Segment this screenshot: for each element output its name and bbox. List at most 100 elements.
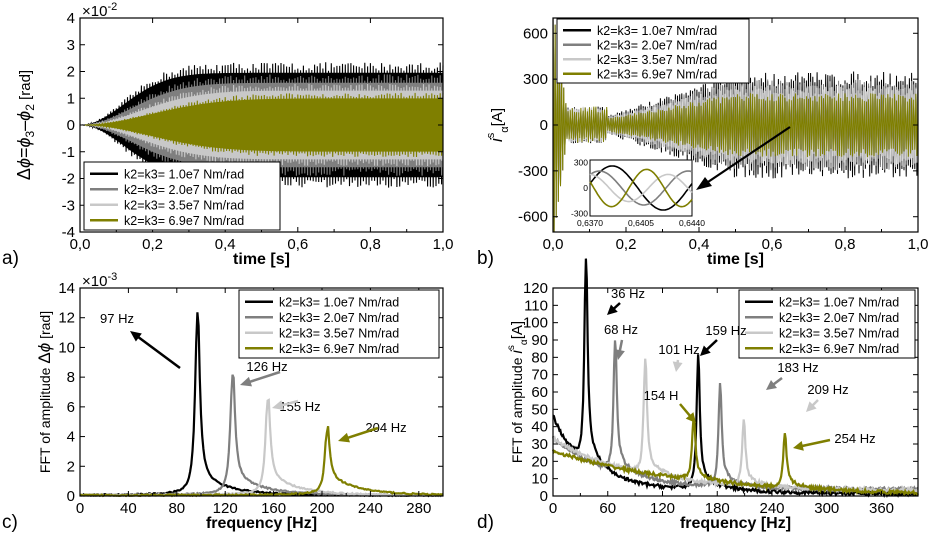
peak-annotation: 254 Hz [834,431,875,446]
y-tick-label: -1 [62,144,75,161]
inset-x-tick: 0,6405 [628,218,654,228]
inset-y-tick: 0 [583,183,588,193]
legend-entry: k2=k3= 1.0e7 Nm/rad [124,167,244,181]
y-axis-label-part: = [14,148,34,159]
panel-label: c) [2,512,18,533]
series-line [79,425,444,498]
y-tick-label: 300 [523,71,548,88]
y-tick-label: -4 [62,224,75,241]
y-axis-label-part: Δ [14,168,34,180]
legend-entry: k2=k3= 3.5e7 Nm/rad [279,326,399,340]
y-tick-label: 1 [67,90,75,107]
inset: 0,6370 0,6405 0,6440 -300 0 300 [571,158,705,228]
y-tick-label: -600 [518,209,548,226]
y-axis-label-part: s [506,345,517,350]
y-tick-label: 60 [531,384,548,401]
y-tick-label: 120 [523,280,548,297]
inset-frame [589,159,693,217]
y-tick-label: 3 [67,37,75,54]
peak-annotation: 101 Hz [658,342,699,357]
y-axis-label-part: α [519,339,530,345]
y-axis-label-part: i [487,137,506,142]
y-axis-label-part: 2 [23,104,37,111]
legend-entry: k2=k3= 6.9e7 Nm/rad [597,67,717,81]
y-multiplier-exp: -2 [107,1,117,13]
annotation-arrow-head [240,376,253,387]
y-axis-label-part: 3 [23,131,37,138]
y-tick-label: -3 [62,197,75,214]
y-tick-label: 0 [540,488,548,505]
annotation-arrow [800,438,831,448]
y-multiplier: ×10-3 [82,271,117,290]
y-tick-label: 600 [523,25,548,42]
y-tick-label: 100 [523,315,548,332]
y-tick-label: 10 [58,339,75,356]
series-line [79,398,444,498]
x-tick-label: 200 [309,500,334,517]
y-tick-label: 30 [531,436,548,453]
y-axis-label: FFT of amplitude Δϕ [rad] [35,311,54,473]
y-axis-label-part: ϕ [35,343,54,352]
y-axis-label-part: α [499,126,511,133]
panel-label: b) [477,248,494,269]
x-tick-label: 0,8 [360,236,381,253]
inset-series-line [589,173,693,203]
x-axis-label: time [s] [707,251,764,268]
y-tick-label: 10 [531,471,548,488]
x-tick-label: 240 [759,500,784,517]
x-tick-label: 120 [213,500,238,517]
y-axis-label-part: ϕ [14,111,34,121]
annotation-arrow-head [806,401,817,412]
annotation-arrow-head [793,440,804,451]
x-tick-label: 0,4 [215,236,236,253]
y-axis-label-part: ϕ [14,158,34,168]
x-tick-label: 80 [168,500,185,517]
x-tick-label: 0 [549,500,557,517]
y-tick-label: 90 [531,332,548,349]
y-tick-label: 8 [67,369,75,386]
legend-entry: k2=k3= 6.9e7 Nm/rad [779,342,899,356]
legend-entry: k2=k3= 1.0e7 Nm/rad [279,295,399,309]
series-line [551,358,919,496]
x-tick-label: 0,6 [287,236,308,253]
legend-entry: k2=k3= 3.5e7 Nm/rad [597,53,717,67]
annotation-arrow-head [685,412,696,423]
panel-b: 0,0 0,2 0,4 0,6 0,8 1,0 -600 -300 0 300 600 time [s… [477,17,928,269]
x-tick-label: 0,0 [543,236,564,253]
peak-annotation: 97 Hz [100,311,134,326]
annotation-arrow-head [338,432,351,443]
y-axis-label-part: s [485,132,497,138]
inset-series-line [589,168,693,208]
y-tick-label: 50 [531,401,548,418]
y-axis-label-part: [A] [489,108,506,126]
legend-entry: k2=k3= 2.0e7 Nm/rad [279,311,399,325]
y-tick-label: 2 [67,64,75,81]
x-tick-label: 160 [261,500,286,517]
legend-entry: k2=k3= 6.9e7 Nm/rad [279,342,399,356]
y-multiplier-exp: -3 [107,271,117,283]
y-axis-label-part: – [14,121,34,131]
y-tick-label: 0 [67,117,75,134]
y-tick-label: 20 [531,453,548,470]
legend-entry: k2=k3= 6.9e7 Nm/rad [124,214,244,228]
annotation-arrow [245,370,281,385]
legend-entry: k2=k3= 2.0e7 Nm/rad [124,183,244,197]
peak-annotation: 183 Hz [777,360,818,375]
y-axis-label: FFT of amplitude isα[A] [506,321,530,463]
y-tick-label: 70 [531,367,548,384]
annotation-arrow-head [615,349,625,360]
y-tick-label: 14 [58,280,75,297]
plot-frame [79,287,444,497]
y-axis-label-part: [A] [509,321,526,339]
x-axis-label: frequency [Hz] [680,515,791,532]
x-tick-label: 360 [869,500,894,517]
peak-annotation: 209 Hz [807,382,848,397]
legend-entry: k2=k3= 2.0e7 Nm/rad [779,311,899,325]
annotation-arrow-head [766,380,777,390]
y-tick-label: 6 [67,399,75,416]
legend-entry: k2=k3= 1.0e7 Nm/rad [779,295,899,309]
peak-annotation: 159 Hz [705,323,746,338]
y-axis-label-part: FFT of amplitude [37,364,53,473]
peak-annotation: 68 Hz [604,322,638,337]
